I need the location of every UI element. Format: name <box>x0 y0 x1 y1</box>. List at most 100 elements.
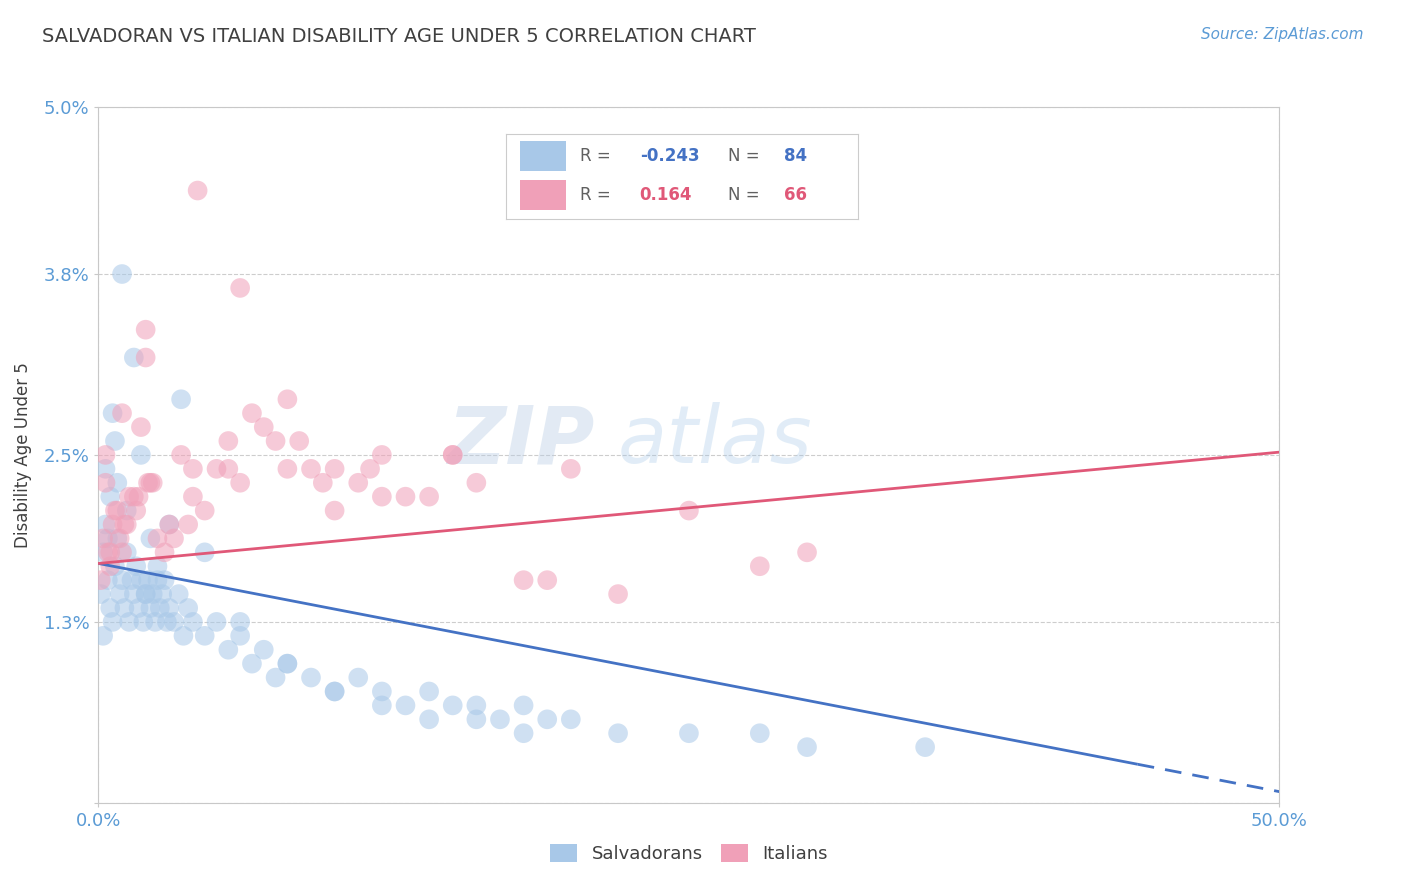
Point <box>489 712 512 726</box>
Point <box>276 392 298 407</box>
Point <box>129 420 152 434</box>
Point <box>323 684 346 698</box>
Point <box>128 601 150 615</box>
Point <box>146 532 169 546</box>
Point <box>217 462 239 476</box>
Point <box>796 740 818 755</box>
Point <box>394 698 416 713</box>
Point <box>560 712 582 726</box>
Point <box>914 740 936 755</box>
Point <box>142 587 165 601</box>
Point <box>205 615 228 629</box>
Text: atlas: atlas <box>619 402 813 480</box>
Point <box>115 545 138 559</box>
Point <box>512 573 534 587</box>
Point <box>111 406 134 420</box>
Point <box>149 601 172 615</box>
Point <box>163 532 186 546</box>
Point <box>97 545 120 559</box>
Point <box>146 559 169 574</box>
Point <box>94 462 117 476</box>
Point <box>128 490 150 504</box>
Point <box>205 462 228 476</box>
Point <box>111 267 134 281</box>
Point <box>177 517 200 532</box>
Point <box>157 601 180 615</box>
Point <box>796 545 818 559</box>
Text: R =: R = <box>579 147 616 165</box>
Point <box>371 684 394 698</box>
Point <box>153 545 176 559</box>
Point <box>418 712 440 726</box>
Point <box>170 392 193 407</box>
Point <box>276 657 298 671</box>
Point <box>108 532 131 546</box>
Text: N =: N = <box>728 186 765 203</box>
Point <box>118 615 141 629</box>
Y-axis label: Disability Age Under 5: Disability Age Under 5 <box>14 362 32 548</box>
Point <box>139 532 162 546</box>
Point <box>91 545 114 559</box>
Point <box>253 420 276 434</box>
Point <box>229 281 252 295</box>
Point <box>181 490 204 504</box>
Point <box>153 573 176 587</box>
Point <box>678 726 700 740</box>
Point <box>194 545 217 559</box>
Point <box>146 573 169 587</box>
Point <box>125 503 148 517</box>
Point <box>607 587 630 601</box>
Text: ZIP: ZIP <box>447 402 595 480</box>
Point <box>143 615 166 629</box>
Point <box>170 448 193 462</box>
Point <box>323 684 346 698</box>
Point <box>150 587 173 601</box>
Point <box>394 490 416 504</box>
Point <box>276 462 298 476</box>
Point <box>135 587 157 601</box>
Point <box>240 657 263 671</box>
FancyBboxPatch shape <box>520 179 565 211</box>
Point <box>122 587 145 601</box>
Point <box>167 587 190 601</box>
Text: SALVADORAN VS ITALIAN DISABILITY AGE UNDER 5 CORRELATION CHART: SALVADORAN VS ITALIAN DISABILITY AGE UND… <box>42 27 756 45</box>
Point <box>135 351 157 365</box>
Point <box>118 490 141 504</box>
Point <box>139 475 162 490</box>
Point <box>111 545 134 559</box>
Point <box>181 462 204 476</box>
Point <box>105 532 128 546</box>
Point <box>98 545 121 559</box>
Point <box>129 448 152 462</box>
Point <box>104 503 127 517</box>
Point <box>156 615 179 629</box>
Point <box>217 434 239 448</box>
Point <box>101 406 124 420</box>
Point <box>465 712 488 726</box>
Point <box>97 532 120 546</box>
Point <box>229 475 252 490</box>
Point <box>132 615 155 629</box>
Point <box>512 726 534 740</box>
Point <box>560 462 582 476</box>
Point <box>125 559 148 574</box>
Point <box>678 503 700 517</box>
Point <box>112 601 135 615</box>
Point <box>312 475 335 490</box>
Point <box>607 726 630 740</box>
Point <box>194 629 217 643</box>
Point <box>108 587 131 601</box>
Point <box>94 475 117 490</box>
Point <box>264 434 287 448</box>
Text: -0.243: -0.243 <box>640 147 699 165</box>
Point <box>371 490 394 504</box>
Text: 84: 84 <box>785 147 807 165</box>
Point <box>323 462 346 476</box>
Point <box>299 671 322 685</box>
Point <box>172 629 194 643</box>
Legend: Salvadorans, Italians: Salvadorans, Italians <box>543 837 835 871</box>
Point <box>98 601 121 615</box>
Point <box>94 517 117 532</box>
Point <box>536 712 558 726</box>
Point <box>157 517 180 532</box>
